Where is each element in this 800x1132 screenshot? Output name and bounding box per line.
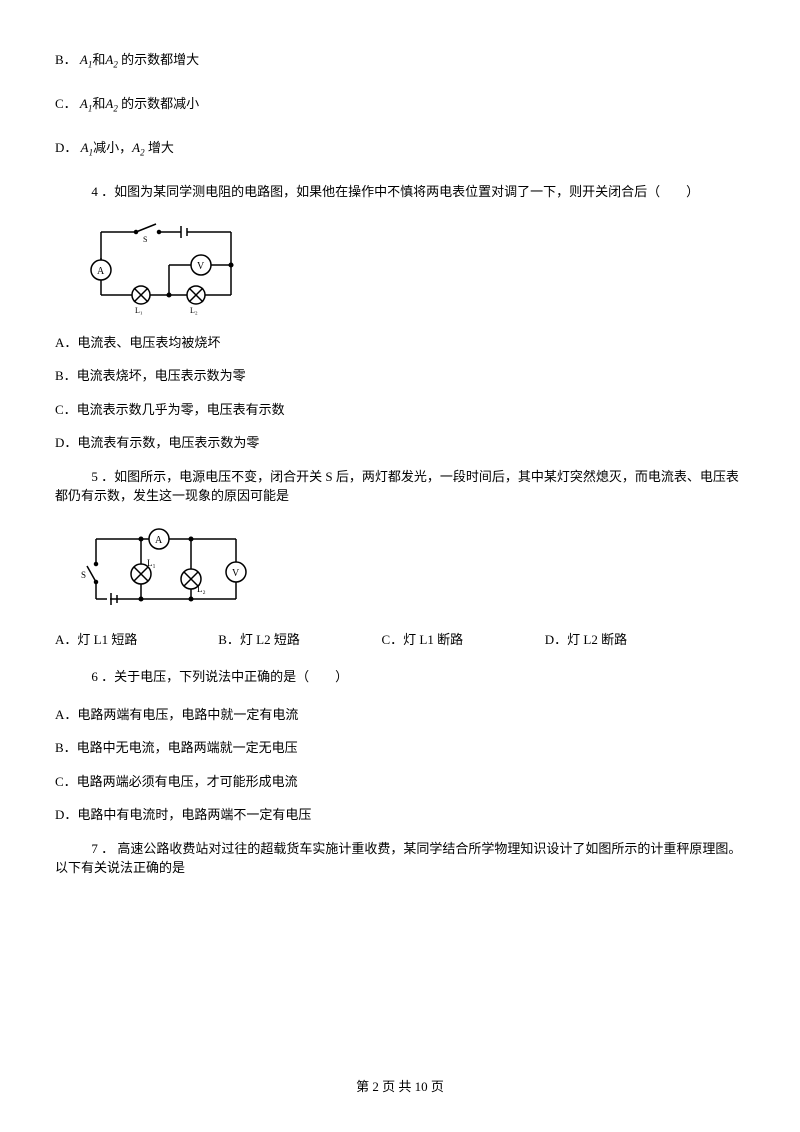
q4-option-b: B．电流表烧坏，电压表示数为零 bbox=[55, 366, 745, 386]
opt-d-prefix: D． bbox=[55, 140, 77, 155]
svg-text:V: V bbox=[232, 568, 240, 579]
opt-c-mid: 和 bbox=[92, 96, 105, 111]
q5-option-a: A．灯 L1 短路 bbox=[55, 630, 215, 650]
opt-c-prefix: C． bbox=[55, 96, 77, 111]
svg-text:L₁: L₁ bbox=[147, 558, 156, 568]
q6-num: 6 ． bbox=[91, 669, 114, 684]
q6-option-d: D．电路中有电流时，电路两端不一定有电压 bbox=[55, 805, 745, 825]
opt-b-mid: 和 bbox=[92, 52, 105, 67]
question-5: 5 ．如图所示，电源电压不变，闭合开关 S 后，两灯都发光，一段时间后，其中某灯… bbox=[55, 467, 745, 506]
opt-c-a1: A bbox=[80, 96, 88, 111]
q5-option-c: C．灯 L1 断路 bbox=[382, 630, 542, 650]
opt-d-a1: A bbox=[81, 140, 89, 155]
opt-b-prefix: B． bbox=[55, 52, 77, 67]
q6-text: 关于电压，下列说法中正确的是（ ） bbox=[114, 669, 348, 684]
svg-text:A: A bbox=[155, 535, 163, 546]
q4-option-a: A．电流表、电压表均被烧坏 bbox=[55, 333, 745, 353]
prev-option-b: B． A1和A2 的示数都增大 bbox=[55, 50, 745, 72]
q5-circuit-diagram: S A L₁ L₂ V bbox=[81, 524, 745, 612]
opt-b-a1: A bbox=[80, 52, 88, 67]
opt-d-a2: A bbox=[132, 140, 140, 155]
q7-num: 7 ． bbox=[91, 841, 114, 856]
question-6: 6 ．关于电压，下列说法中正确的是（ ） bbox=[55, 667, 745, 687]
q4-option-c: C．电流表示数几乎为零，电压表有示数 bbox=[55, 400, 745, 420]
prev-option-c: C． A1和A2 的示数都减小 bbox=[55, 94, 745, 116]
q5-options-row: A．灯 L1 短路 B．灯 L2 短路 C．灯 L1 断路 D．灯 L2 断路 bbox=[55, 630, 745, 650]
svg-text:L₁: L₁ bbox=[135, 306, 143, 315]
opt-b-tail: 的示数都增大 bbox=[118, 52, 199, 67]
opt-c-tail: 的示数都减小 bbox=[118, 96, 199, 111]
svg-text:S: S bbox=[81, 570, 86, 580]
opt-d-mid1: 减小， bbox=[93, 140, 132, 155]
q5-num: 5 ． bbox=[91, 469, 114, 484]
question-4: 4 ．如图为某同学测电阻的电路图，如果他在操作中不慎将两电表位置对调了一下，则开… bbox=[55, 182, 745, 202]
svg-text:L₂: L₂ bbox=[190, 306, 198, 315]
svg-text:A: A bbox=[97, 266, 105, 277]
svg-text:S: S bbox=[143, 235, 147, 244]
question-7: 7 ． 高速公路收费站对过往的超载货车实施计重收费，某同学结合所学物理知识设计了… bbox=[55, 839, 745, 878]
q6-option-b: B．电路中无电流，电路两端就一定无电压 bbox=[55, 738, 745, 758]
q4-circuit-diagram: S A L₁ L₂ bbox=[81, 220, 745, 315]
q5-text: 如图所示，电源电压不变，闭合开关 S 后，两灯都发光，一段时间后，其中某灯突然熄… bbox=[55, 469, 739, 504]
opt-d-mid2: 增大 bbox=[145, 140, 174, 155]
prev-option-d: D． A1减小，A2 增大 bbox=[55, 138, 745, 160]
q6-option-a: A．电路两端有电压，电路中就一定有电流 bbox=[55, 705, 745, 725]
q7-text: 高速公路收费站对过往的超载货车实施计重收费，某同学结合所学物理知识设计了如图所示… bbox=[55, 841, 741, 876]
q4-num: 4 ． bbox=[91, 184, 114, 199]
q4-text: 如图为某同学测电阻的电路图，如果他在操作中不慎将两电表位置对调了一下，则开关闭合… bbox=[114, 184, 699, 199]
q4-option-d: D．电流表有示数，电压表示数为零 bbox=[55, 433, 745, 453]
page-footer: 第 2 页 共 10 页 bbox=[0, 1077, 800, 1097]
svg-text:V: V bbox=[197, 261, 205, 272]
q6-option-c: C．电路两端必须有电压，才可能形成电流 bbox=[55, 772, 745, 792]
q5-option-d: D．灯 L2 断路 bbox=[545, 630, 705, 650]
q5-option-b: B．灯 L2 短路 bbox=[218, 630, 378, 650]
svg-text:L₂: L₂ bbox=[197, 584, 206, 594]
